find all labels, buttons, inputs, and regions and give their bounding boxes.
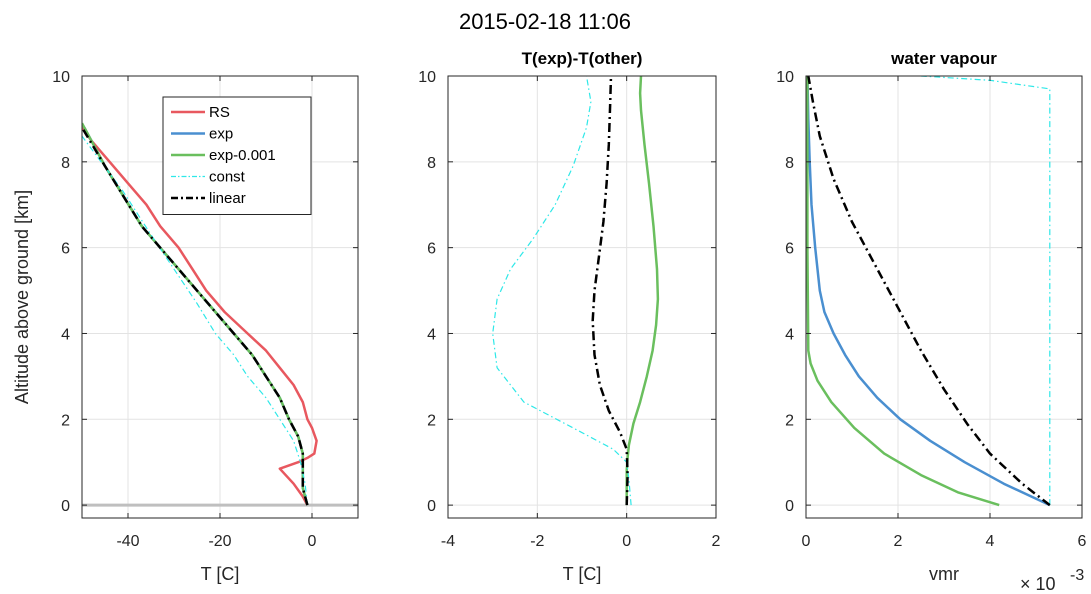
x-tick-label: 2: [894, 533, 903, 550]
y-axis-label: Altitude above ground [km]: [12, 190, 32, 404]
y-tick-label: 4: [785, 326, 794, 343]
axes-box: [805, 75, 1083, 519]
panel-3: 0 2 4 6 0 2 4 6 8 10 water vapour vmr × 10 -3: [776, 49, 1086, 594]
x-axis-label: T [C]: [563, 564, 602, 584]
y-tick-label: 0: [61, 498, 70, 515]
y-tick-label: 8: [785, 155, 794, 172]
legend: RS exp exp-0.001 const linear: [162, 96, 312, 215]
x-tick-label: -20: [208, 533, 231, 550]
y-tick-label: 0: [427, 498, 436, 515]
legend-entry: exp: [209, 126, 233, 143]
axes-box: [447, 75, 717, 519]
series-line-const: [82, 135, 308, 506]
legend-entry: linear: [209, 190, 246, 207]
x-exponent-label: × 10: [1020, 574, 1056, 594]
series-group: [82, 122, 318, 506]
panel-1: -40 -20 0 0 2 4 6 8 10 T [C] Altitude above ground…: [12, 69, 359, 584]
y-tick-label: 8: [427, 155, 436, 172]
series-line-linear: [82, 126, 309, 506]
figure-suptitle: 2015-02-18 11:06: [459, 9, 631, 34]
y-tick-label: 10: [776, 69, 794, 86]
panel-title: water vapour: [890, 49, 997, 68]
legend-entry: RS: [209, 104, 230, 121]
x-exponent-value: -3: [1070, 567, 1084, 584]
y-tick-label: 10: [418, 69, 436, 86]
x-tick-label: -40: [116, 533, 139, 550]
x-tick-label: 0: [308, 533, 317, 550]
x-axis-label: T [C]: [201, 564, 240, 584]
x-tick-label: 2: [712, 533, 721, 550]
series-line-const: [492, 76, 632, 506]
x-tick-label: -4: [441, 533, 455, 550]
series-line-rs: [82, 126, 318, 506]
y-tick-label: 6: [785, 241, 794, 258]
y-tick-label: 8: [61, 155, 70, 172]
y-tick-label: 6: [427, 241, 436, 258]
series-line-linear: [807, 76, 1051, 507]
y-tick-label: 2: [61, 412, 70, 429]
x-tick-label: 0: [622, 533, 631, 550]
series-line-exp-0-001: [625, 76, 660, 506]
series-line-const: [920, 76, 1051, 506]
y-tick-label: 10: [52, 69, 70, 86]
x-tick-label: -2: [530, 533, 544, 550]
y-tick-label: 2: [785, 412, 794, 429]
series-line-linear: [591, 76, 629, 506]
x-axis-label: vmr: [929, 564, 959, 584]
y-tick-label: 6: [61, 241, 70, 258]
y-tick-label: 2: [427, 412, 436, 429]
x-tick-label: 4: [986, 533, 995, 550]
legend-entry: const: [209, 169, 246, 186]
y-tick-label: 4: [427, 326, 436, 343]
x-tick-label: 0: [802, 533, 811, 550]
panel-2: -4 -2 0 2 0 2 4 6 8 10 T(exp)-T(other) T [C]: [418, 49, 720, 584]
y-tick-label: 0: [785, 498, 794, 515]
panel-title: T(exp)-T(other): [522, 49, 643, 68]
series-group: [806, 76, 1051, 507]
series-line-exp-0-001: [806, 76, 1000, 507]
series-line-exp: [806, 76, 1051, 507]
series-group: [492, 76, 660, 506]
y-tick-label: 4: [61, 326, 70, 343]
legend-entry: exp-0.001: [209, 147, 276, 164]
x-tick-label: 6: [1078, 533, 1087, 550]
